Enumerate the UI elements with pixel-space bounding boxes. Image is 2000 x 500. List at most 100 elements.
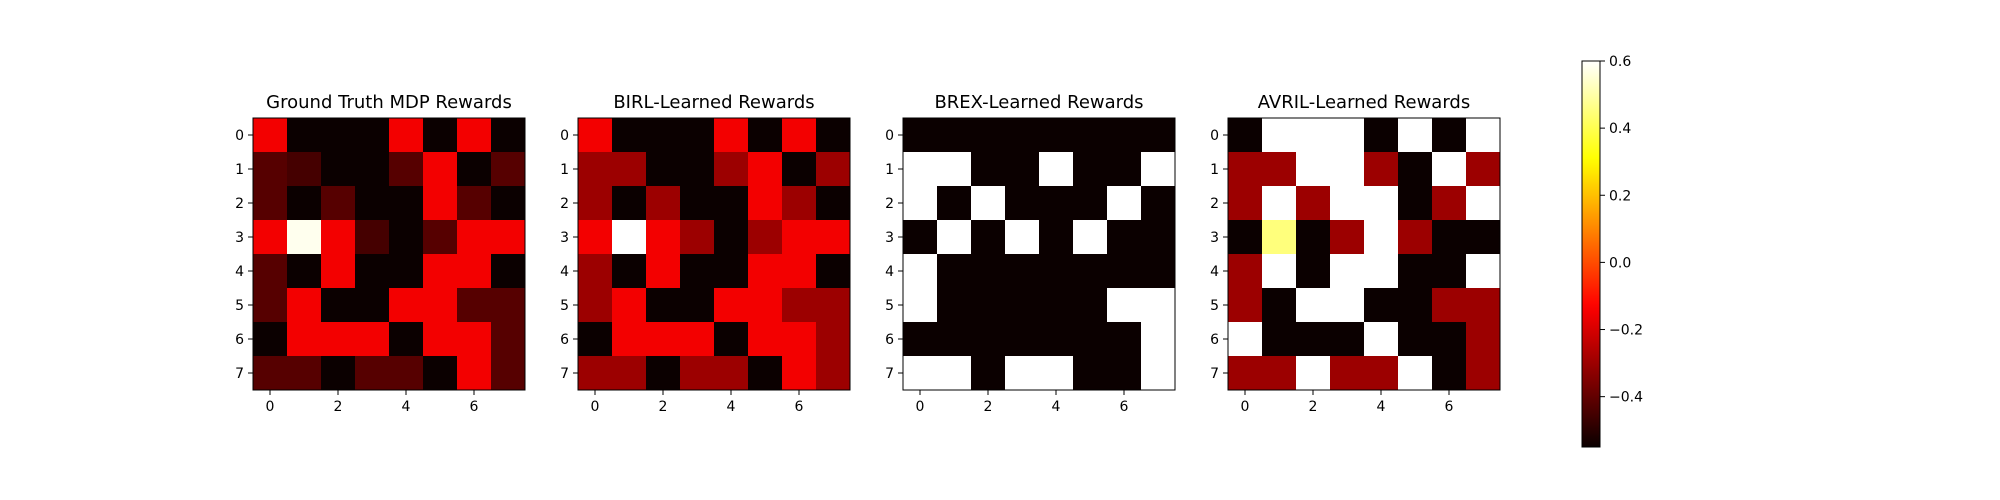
heatmap-cell — [1466, 220, 1501, 255]
heatmap-cell — [714, 152, 749, 187]
heatmap-cell — [355, 356, 390, 391]
heatmap-cell — [253, 322, 288, 357]
colorbar-tick-label: 0.6 — [1609, 54, 1631, 70]
heatmap-cell — [782, 356, 817, 391]
heatmap-cell — [253, 356, 288, 391]
heatmap-cell — [748, 220, 783, 255]
colorbar-tick-label: −0.4 — [1609, 390, 1643, 406]
heatmap-cell — [1364, 356, 1399, 391]
heatmap-cell — [491, 254, 526, 289]
heatmap-cell — [457, 322, 492, 357]
heatmap-cell — [1107, 288, 1142, 323]
heatmap-cell — [1398, 186, 1433, 221]
y-tick-label: 1 — [885, 162, 894, 178]
y-tick-label: 3 — [1210, 230, 1219, 246]
heatmap-cell — [937, 118, 972, 153]
heatmap-cell — [1466, 288, 1501, 323]
heatmap-cell — [491, 186, 526, 221]
heatmap-cell — [423, 118, 458, 153]
y-tick-label: 2 — [235, 196, 244, 212]
heatmap-cell — [680, 254, 715, 289]
heatmap-cell — [1262, 288, 1297, 323]
heatmap-cell — [680, 220, 715, 255]
heatmap-cell — [1466, 186, 1501, 221]
heatmap-cell — [1398, 152, 1433, 187]
heatmap-cell — [1005, 322, 1040, 357]
y-tick-label: 4 — [885, 264, 894, 280]
heatmap-cell — [903, 118, 938, 153]
colorbar-tick-label: 0.4 — [1609, 121, 1631, 137]
y-tick-label: 6 — [885, 332, 894, 348]
heatmap-cell — [491, 152, 526, 187]
heatmap-cell — [782, 186, 817, 221]
heatmap-cell — [1296, 152, 1331, 187]
heatmap-cell — [1073, 220, 1108, 255]
heatmap-cell — [1107, 186, 1142, 221]
heatmap-cell — [1005, 356, 1040, 391]
heatmap-cell — [1107, 220, 1142, 255]
heatmap-cell — [782, 254, 817, 289]
heatmap-cell — [1398, 322, 1433, 357]
heatmap-cell — [646, 254, 681, 289]
heatmap-cell — [457, 118, 492, 153]
panel-frame — [1227, 117, 1501, 391]
y-tick-label: 1 — [1210, 162, 1219, 178]
colorbar-tick-label: 0.2 — [1609, 188, 1631, 204]
heatmap-cell — [816, 288, 851, 323]
y-tick-label: 2 — [885, 196, 894, 212]
heatmap-cell — [321, 220, 356, 255]
heatmap-cell — [1466, 254, 1501, 289]
heatmap-cell — [971, 322, 1006, 357]
heatmap-cell — [714, 220, 749, 255]
heatmap-cell — [1039, 118, 1074, 153]
heatmap-cell — [1364, 220, 1399, 255]
heatmap-cell — [457, 288, 492, 323]
heatmap-cell — [612, 186, 647, 221]
heatmap-cell — [491, 118, 526, 153]
heatmap-cell — [355, 288, 390, 323]
heatmap-cell — [457, 254, 492, 289]
heatmap-cell — [1262, 322, 1297, 357]
heatmap-cell — [389, 186, 424, 221]
heatmap-cell — [321, 356, 356, 391]
heatmap-cell — [1262, 220, 1297, 255]
heatmap-cell — [1330, 254, 1365, 289]
heatmap-cell — [1296, 186, 1331, 221]
heatmap-cell — [903, 152, 938, 187]
panel-title: BREX-Learned Rewards — [934, 92, 1143, 113]
y-tick-label: 3 — [885, 230, 894, 246]
y-tick-label: 0 — [235, 128, 244, 144]
heatmap-cell — [1330, 288, 1365, 323]
heatmap-cell — [1262, 152, 1297, 187]
heatmap-cell — [782, 118, 817, 153]
heatmap-cell — [578, 322, 613, 357]
y-tick-label: 4 — [235, 264, 244, 280]
y-tick-label: 1 — [235, 162, 244, 178]
heatmap-cells — [1228, 118, 1501, 391]
x-tick-label: 6 — [470, 399, 479, 415]
heatmap-cell — [287, 322, 322, 357]
heatmap-cell — [423, 254, 458, 289]
panel-frame — [577, 117, 851, 391]
y-tick-label: 2 — [560, 196, 569, 212]
heatmap-cell — [1228, 254, 1263, 289]
heatmap-cell — [491, 356, 526, 391]
heatmap-cell — [1141, 322, 1176, 357]
heatmap-cell — [612, 220, 647, 255]
heatmap-cell — [355, 118, 390, 153]
heatmap-cell — [1398, 288, 1433, 323]
heatmap-cell — [1039, 220, 1074, 255]
heatmap-cell — [321, 254, 356, 289]
heatmap-cell — [646, 356, 681, 391]
heatmap-cell — [1228, 220, 1263, 255]
heatmap-cell — [457, 152, 492, 187]
heatmap-cell — [389, 152, 424, 187]
heatmap-cell — [1296, 356, 1331, 391]
heatmap-cell — [423, 288, 458, 323]
heatmap-cell — [253, 288, 288, 323]
heatmap-cell — [680, 288, 715, 323]
colorbar-gradient — [1581, 60, 1601, 448]
x-tick-label: 0 — [916, 399, 925, 415]
